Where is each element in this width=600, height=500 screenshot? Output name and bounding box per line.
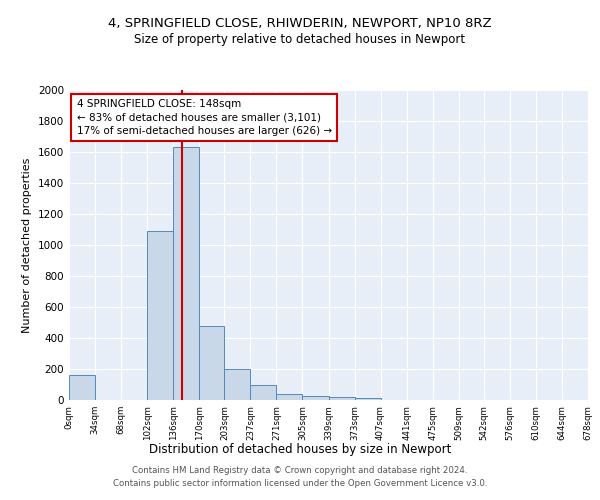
Text: Size of property relative to detached houses in Newport: Size of property relative to detached ho… (134, 32, 466, 46)
Bar (302, 396, 329, 400)
Text: 4, SPRINGFIELD CLOSE, RHIWDERIN, NEWPORT, NP10 8RZ: 4, SPRINGFIELD CLOSE, RHIWDERIN, NEWPORT… (108, 18, 492, 30)
Text: 4 SPRINGFIELD CLOSE: 148sqm
← 83% of detached houses are smaller (3,101)
17% of : 4 SPRINGFIELD CLOSE: 148sqm ← 83% of det… (77, 100, 332, 136)
Text: Contains HM Land Registry data © Crown copyright and database right 2024.
Contai: Contains HM Land Registry data © Crown c… (113, 466, 487, 487)
Bar (147, 231, 173, 400)
Bar (355, 398, 380, 400)
Bar (329, 397, 355, 400)
Bar (224, 369, 250, 400)
Y-axis label: Number of detached properties: Number of detached properties (22, 158, 32, 332)
Bar (250, 384, 277, 400)
Bar (199, 326, 224, 400)
Bar (69, 375, 95, 400)
Text: Distribution of detached houses by size in Newport: Distribution of detached houses by size … (149, 442, 451, 456)
Bar (173, 148, 199, 400)
Bar (277, 394, 302, 400)
